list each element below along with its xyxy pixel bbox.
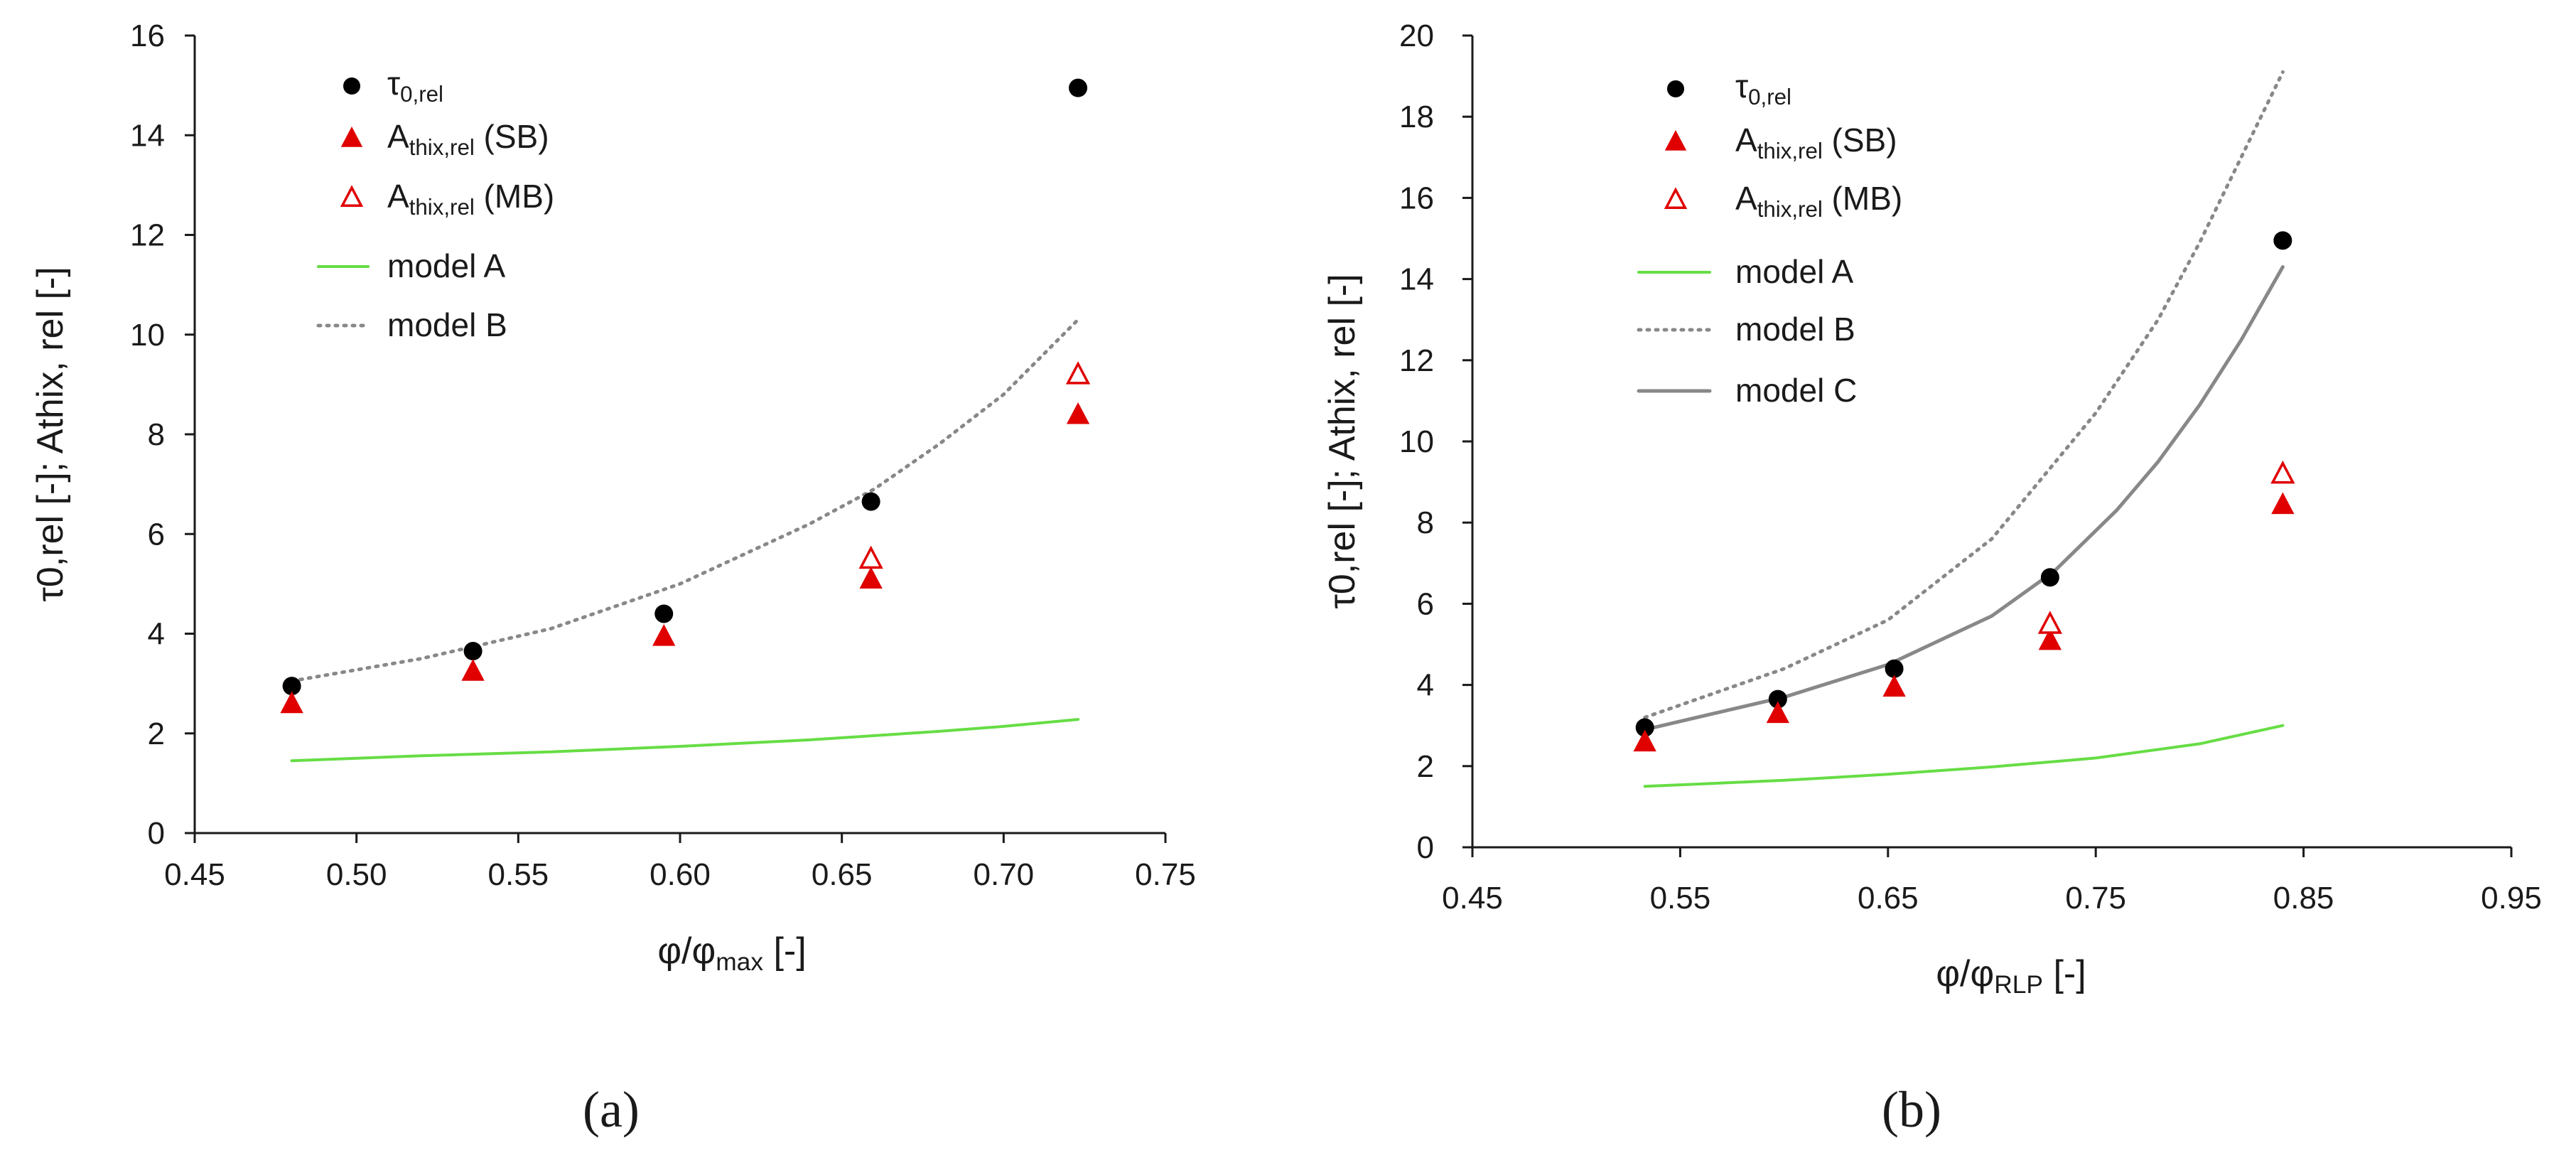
y-tick-label: 16 [1399,181,1434,215]
y-tick-label: 4 [1417,668,1434,703]
data-point-athix-sb [1633,729,1656,752]
data-point-athix-sb [461,659,485,681]
data-point-tau [654,604,674,623]
data-point-tau [1069,78,1088,97]
legend: τ0,rel Athix,rel (SB) Athix,rel (MB) model … [1637,68,1902,409]
x-tick-label: 0.55 [488,857,549,892]
y-tick-label: 8 [148,417,165,452]
x-axis-label: φ/φRLP [-] [1936,953,2086,999]
series-line-model-c [1643,265,2285,731]
data-point-athix-sb [1766,701,1789,724]
data-point-athix-sb [652,624,676,646]
chart-a: 0 2 4 6 8 10 12 14 16 0.45 0.50 0.55 0.60 0.65 0.70 0.7… [30,18,1196,976]
legend-label-tau: τ0,rel [387,65,443,107]
data-point-athix-sb [2271,492,2295,515]
data-point-tau [861,492,880,511]
legend: τ0,rel Athix,rel (SB) Athix,rel (MB) model … [316,65,554,343]
legend-label-athix-mb: Athix,rel (MB) [1735,180,1902,222]
x-axis-label: φ/φmax [-] [657,930,806,976]
x-tick-label: 0.75 [2065,881,2126,916]
legend-label-model-b: model B [387,306,507,343]
y-tick-label: 20 [1399,18,1434,53]
data-point-athix-mb [2270,460,2295,484]
x-tick-label: 0.55 [1650,881,1711,916]
y-tick-label: 0 [148,816,165,851]
legend-label-model-b: model B [1735,311,1855,348]
x-tick-label: 0.45 [1442,881,1503,916]
legend-marker-athix-mb [1664,187,1688,209]
legend-label-tau: τ0,rel [1735,68,1791,109]
data-point-tau [1768,689,1787,709]
y-tick-label: 10 [130,318,165,353]
x-tick-label: 0.60 [650,857,711,892]
y-tick-label: 10 [1399,424,1434,459]
y-tick-label: 14 [130,118,165,153]
data-point-tau [1635,718,1654,737]
data-point-athix-sb [1882,675,1906,697]
y-tick-label: 12 [1399,343,1434,378]
x-tick-label: 0.65 [812,857,873,892]
legend-marker-tau [343,77,360,95]
legend-marker-tau [1667,80,1684,97]
y-axis-label: τ0,rel [-]; Athix, rel [-] [30,267,71,601]
data-point-tau [1885,659,1904,678]
series-line-model-a [1643,724,2285,788]
y-tick-label: 4 [148,617,165,652]
x-tick-label: 0.75 [1135,857,1196,892]
x-tick-label: 0.65 [1858,881,1919,916]
data-point-athix-sb [1066,402,1090,424]
legend-label-athix-mb: Athix,rel (MB) [387,178,554,220]
y-tick-label: 8 [1417,505,1434,540]
legend-label-athix-sb: Athix,rel (SB) [1735,122,1897,163]
legend-label-athix-sb: Athix,rel (SB) [387,118,549,160]
data-point-tau [2273,231,2292,250]
legend-label-model-a: model A [1735,253,1854,290]
y-tick-label: 6 [148,517,165,552]
data-point-athix-sb [2038,628,2062,650]
y-tick-label: 0 [1417,830,1434,865]
panel-label-b: (b) [1882,1081,1941,1138]
chart-b: 0 2 4 6 8 10 12 14 16 18 20 0.45 0.55 0.65 0.75 0.85 0.9… [1322,18,2542,999]
y-tick-label: 2 [1417,749,1434,784]
series-line-model-a [290,718,1080,763]
x-tick-label: 0.45 [164,857,225,892]
panel-label-a: (a) [583,1081,640,1138]
series-line-model-b [290,318,1080,683]
legend-label-model-a: model A [387,247,506,284]
y-tick-label: 14 [1399,262,1434,297]
x-tick-label: 0.70 [974,857,1035,892]
data-point-athix-mb [858,545,883,569]
data-point-athix-sb [859,567,883,589]
y-tick-label: 12 [130,218,165,253]
data-point-tau [2040,568,2059,587]
data-point-athix-sb [280,691,303,714]
x-tick-label: 0.50 [326,857,387,892]
data-point-athix-mb [1065,361,1091,385]
legend-marker-athix-sb [1664,130,1687,151]
data-point-tau [282,677,301,696]
x-tick-label: 0.85 [2273,881,2334,916]
y-tick-label: 18 [1399,100,1434,134]
y-tick-label: 2 [148,717,165,751]
y-tick-label: 6 [1417,586,1434,621]
legend-label-model-c: model C [1735,372,1857,409]
data-point-tau [463,642,483,661]
legend-marker-athix-mb [340,185,364,207]
series-line-model-b [1643,70,2285,719]
y-tick-label: 16 [130,18,165,53]
data-point-athix-mb [2037,611,2063,634]
x-tick-label: 0.95 [2481,881,2542,916]
legend-marker-athix-sb [340,127,363,147]
y-axis-label: τ0,rel [-]; Athix, rel [-] [1322,274,1363,608]
